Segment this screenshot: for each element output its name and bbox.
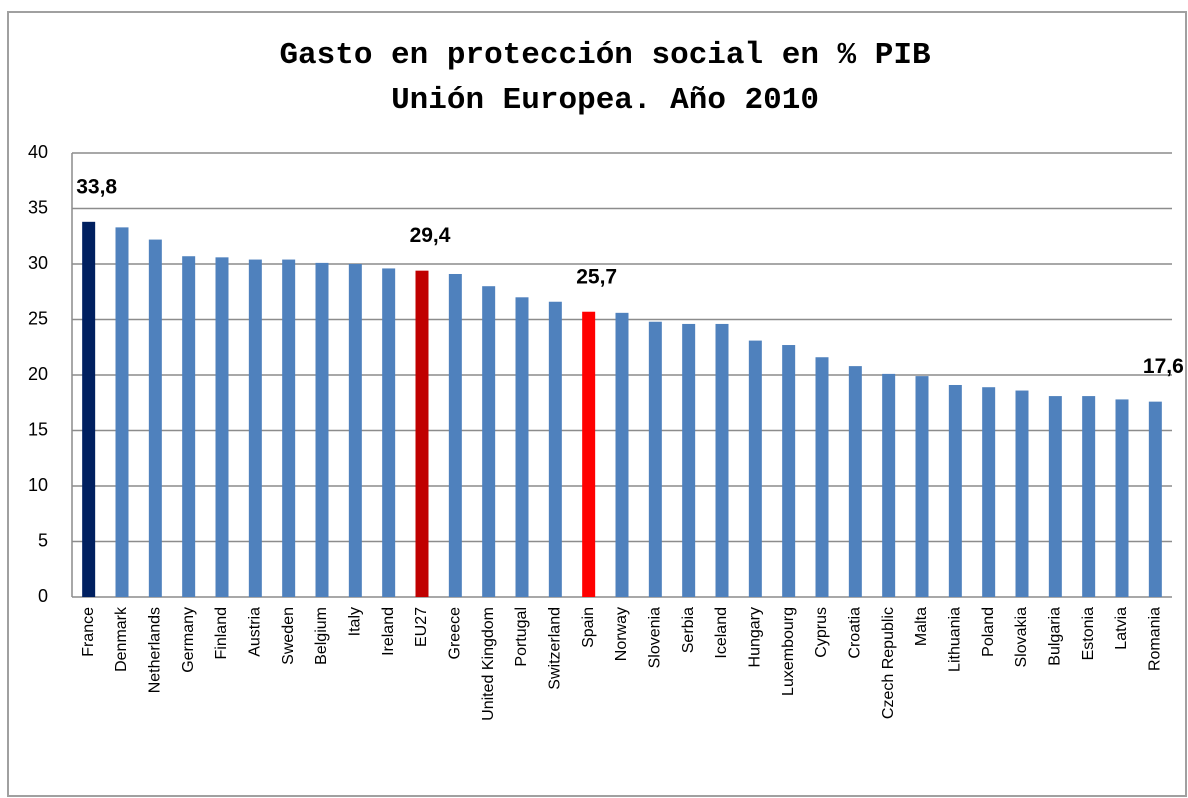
- x-tick-label: Luxembourg: [780, 607, 797, 696]
- x-tick-label: Estonia: [1080, 607, 1097, 660]
- bar: [482, 286, 496, 597]
- bar: [248, 259, 262, 597]
- bar: [1082, 396, 1096, 597]
- x-tick-label: EU27: [413, 607, 430, 647]
- bar: [148, 239, 162, 597]
- bar: [215, 257, 229, 597]
- bar: [448, 273, 462, 597]
- y-tick-label: 5: [38, 530, 48, 550]
- x-tick-label: Denmark: [113, 606, 130, 672]
- x-tick-label: France: [80, 607, 97, 657]
- value-label: 33,8: [76, 175, 117, 198]
- x-tick-label: Belgium: [313, 607, 330, 665]
- x-tick-label: Cyprus: [813, 607, 830, 658]
- bar: [348, 264, 362, 597]
- x-tick-label: Slovakia: [1013, 607, 1030, 668]
- x-tick-label: United Kingdom: [480, 607, 497, 721]
- x-tick-label: Italy: [347, 607, 364, 636]
- x-tick-label: Greece: [447, 607, 464, 660]
- y-tick-label: 25: [28, 308, 48, 328]
- bar: [848, 366, 862, 597]
- bar: [82, 221, 96, 597]
- bar: [615, 312, 629, 597]
- x-tick-label: Norway: [613, 607, 630, 661]
- bar: [882, 373, 896, 597]
- bar: [382, 268, 396, 597]
- x-tick-label: Lithuania: [947, 607, 964, 672]
- x-tick-label: Croatia: [847, 607, 864, 659]
- bar: [115, 227, 129, 597]
- x-tick-label: Serbia: [680, 607, 697, 653]
- bar: [948, 384, 962, 597]
- value-label: 29,4: [410, 224, 451, 247]
- bar: [648, 321, 662, 597]
- x-tick-label: Germany: [180, 607, 197, 673]
- bar: [315, 262, 329, 597]
- bar: [815, 357, 829, 597]
- x-tick-label: Iceland: [713, 607, 730, 659]
- y-tick-label: 30: [28, 253, 48, 273]
- y-tick-label: 0: [38, 586, 48, 606]
- bar: [982, 387, 996, 597]
- bar: [515, 297, 529, 597]
- bar: [1015, 390, 1029, 597]
- chart-title: Gasto en protección social en % PIB: [279, 38, 930, 73]
- bar: [182, 256, 196, 597]
- bar: [282, 259, 296, 597]
- bar: [1115, 399, 1129, 597]
- y-tick-label: 35: [28, 197, 48, 217]
- x-tick-label: Latvia: [1113, 607, 1130, 650]
- bar: [1148, 401, 1162, 597]
- x-tick-label: Malta: [913, 607, 930, 646]
- x-tick-label: Portugal: [513, 607, 530, 667]
- x-tick-label: Poland: [980, 607, 997, 657]
- bar: [415, 270, 429, 597]
- x-tick-label: Netherlands: [147, 607, 164, 693]
- chart-subtitle: Unión Europea. Año 2010: [391, 83, 819, 118]
- value-label: 17,6: [1143, 355, 1184, 378]
- y-tick-label: 20: [28, 364, 48, 384]
- bar: [782, 345, 796, 597]
- y-tick-label: 10: [28, 475, 48, 495]
- x-tick-label: Finland: [213, 607, 230, 659]
- bar: [682, 323, 696, 597]
- x-tick-label: Bulgaria: [1047, 607, 1064, 666]
- x-tick-label: Sweden: [280, 607, 297, 665]
- bar: [748, 340, 762, 597]
- y-tick-label: 40: [28, 142, 48, 162]
- x-tick-label: Austria: [247, 607, 264, 657]
- bar: [1048, 396, 1062, 597]
- x-tick-label: Ireland: [380, 607, 397, 656]
- value-label: 25,7: [576, 265, 617, 288]
- x-tick-label: Slovenia: [647, 607, 664, 668]
- y-tick-label: 15: [28, 419, 48, 439]
- bar: [715, 323, 729, 597]
- x-tick-label: Spain: [580, 607, 597, 648]
- x-tick-label: Czech Republic: [880, 607, 897, 719]
- x-tick-label: Hungary: [747, 607, 764, 667]
- bar: [582, 311, 596, 597]
- bar: [915, 376, 929, 597]
- bar: [548, 301, 562, 597]
- x-tick-label: Romania: [1147, 607, 1164, 671]
- x-tick-label: Switzerland: [547, 607, 564, 690]
